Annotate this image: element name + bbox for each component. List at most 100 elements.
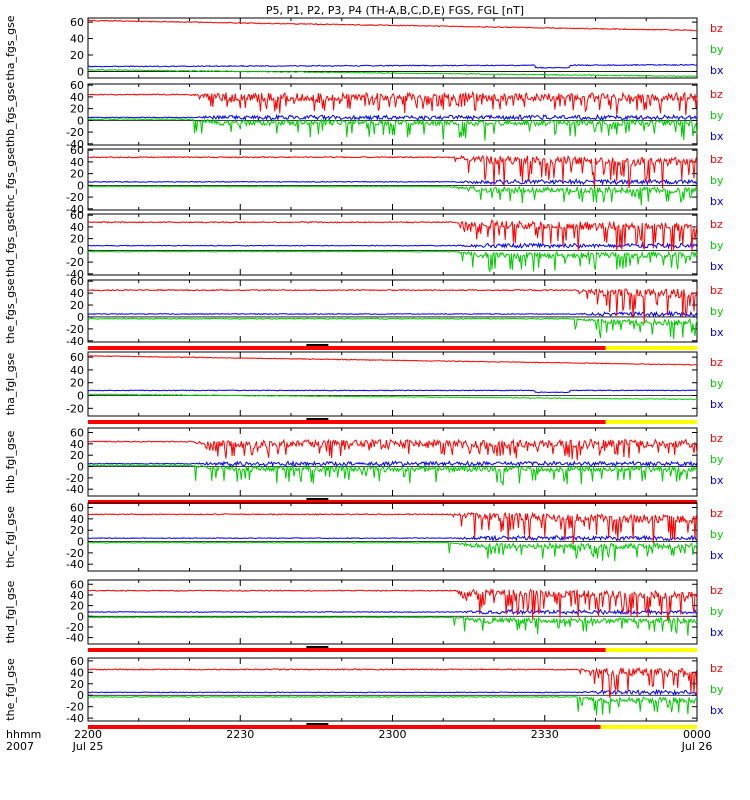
y-tick-label: 20 <box>70 103 84 116</box>
y-tick-label: -20 <box>66 701 84 714</box>
y-axis-label: the_fgs_gse <box>4 278 17 343</box>
y-tick-label: 60 <box>70 427 84 440</box>
y-tick-label: 0 <box>77 65 84 78</box>
y-tick-label: -40 <box>66 712 84 725</box>
y-axis-label: the_fgl_gse <box>4 658 17 721</box>
status-bar-marker <box>306 498 329 500</box>
series-line-by <box>87 317 698 340</box>
series-line-bz <box>88 355 697 366</box>
x-tick-label: 2230 <box>226 728 254 741</box>
y-tick-label: -40 <box>66 138 84 151</box>
y-tick-label: 40 <box>70 33 84 46</box>
y-axis-label: thb_fgl_gse <box>4 430 17 493</box>
y-tick-label: 0 <box>77 244 84 257</box>
panel-frame <box>87 83 698 146</box>
y-axis-label: thd_fgs_gse <box>4 212 17 278</box>
series-line-bz <box>87 587 698 621</box>
panel-frame <box>87 502 698 572</box>
status-bar-marker <box>306 418 329 420</box>
y-tick-label: 20 <box>70 449 84 462</box>
y-tick-label: 60 <box>70 79 84 92</box>
x-tick-date-label: Jul 26 <box>681 740 713 753</box>
series-line-by <box>87 464 698 486</box>
legend-bx: bx <box>710 626 724 639</box>
legend-by: by <box>710 377 724 390</box>
series-line-bz <box>87 218 698 252</box>
y-tick-label: 40 <box>70 438 84 451</box>
status-bar-yellow <box>605 420 697 424</box>
panel-tha_fgs_gse: 0 20 40 60 tha_fgs_gse bz by bx <box>4 15 724 80</box>
x-tick-date-label: Jul 25 <box>72 740 104 753</box>
series-line-by <box>87 615 698 636</box>
x-tick-label: 2200 <box>74 728 102 741</box>
legend-bz: bz <box>710 356 723 369</box>
series-line-bx <box>87 459 698 468</box>
y-tick-label: 20 <box>70 678 84 691</box>
series-line-bx <box>87 63 698 69</box>
y-axis-label: thd_fgl_gse <box>4 580 17 643</box>
status-bar-red <box>88 420 606 424</box>
legend-bx: bx <box>710 64 724 77</box>
series-line-by <box>87 250 698 272</box>
y-tick-label: -40 <box>66 632 84 645</box>
legend-by: by <box>710 43 724 56</box>
y-tick-label: -40 <box>66 558 84 571</box>
y-tick-label: -20 <box>66 621 84 634</box>
legend-by: by <box>710 109 724 122</box>
y-tick-label: 40 <box>70 156 84 169</box>
y-tick-label: 40 <box>70 666 84 679</box>
legend-bx: bx <box>710 398 724 411</box>
legend-bz: bz <box>710 432 723 445</box>
legend-bz: bz <box>710 22 723 35</box>
y-tick-label: 60 <box>70 578 84 591</box>
legend-bz: bz <box>710 584 723 597</box>
series-line-by <box>87 393 698 401</box>
y-tick-label: 0 <box>77 179 84 192</box>
legend-bz: bz <box>710 507 723 520</box>
legend-by: by <box>710 453 724 466</box>
y-tick-label: 0 <box>77 114 84 127</box>
status-bar-yellow <box>605 648 697 652</box>
y-tick-label: 40 <box>70 91 84 104</box>
y-tick-label: -40 <box>66 268 84 281</box>
legend-by: by <box>710 305 724 318</box>
panel-frame <box>87 657 698 722</box>
legend-bz: bz <box>710 662 723 675</box>
y-tick-label: 20 <box>70 233 84 246</box>
legend-bz: bz <box>710 88 723 101</box>
y-tick-label: -40 <box>66 335 84 348</box>
status-bar-red <box>88 346 606 350</box>
y-tick-label: -20 <box>66 472 84 485</box>
y-tick-label: 20 <box>70 299 84 312</box>
legend-by: by <box>710 683 724 696</box>
series-line-by <box>87 695 698 716</box>
status-bar-marker <box>306 723 329 725</box>
y-tick-label: 60 <box>70 275 84 288</box>
y-tick-label: -20 <box>66 402 84 415</box>
y-tick-label: -20 <box>66 323 84 336</box>
legend-by: by <box>710 239 724 252</box>
legend-bx: bx <box>710 474 724 487</box>
y-tick-label: 60 <box>70 502 84 515</box>
series-line-bx <box>87 309 698 318</box>
y-tick-label: 0 <box>77 536 84 549</box>
x-tick-label: 0000 <box>683 728 711 741</box>
series-line-bz <box>87 154 698 189</box>
series-line-bx <box>87 241 698 250</box>
legend-by: by <box>710 528 724 541</box>
series-line-bx <box>87 178 698 186</box>
y-tick-label: 20 <box>70 524 84 537</box>
y-tick-label: 20 <box>70 600 84 613</box>
series-line-bx <box>87 688 698 696</box>
series-line-by <box>87 68 698 78</box>
y-tick-label: 40 <box>70 513 84 526</box>
y-tick-label: 60 <box>70 351 84 364</box>
